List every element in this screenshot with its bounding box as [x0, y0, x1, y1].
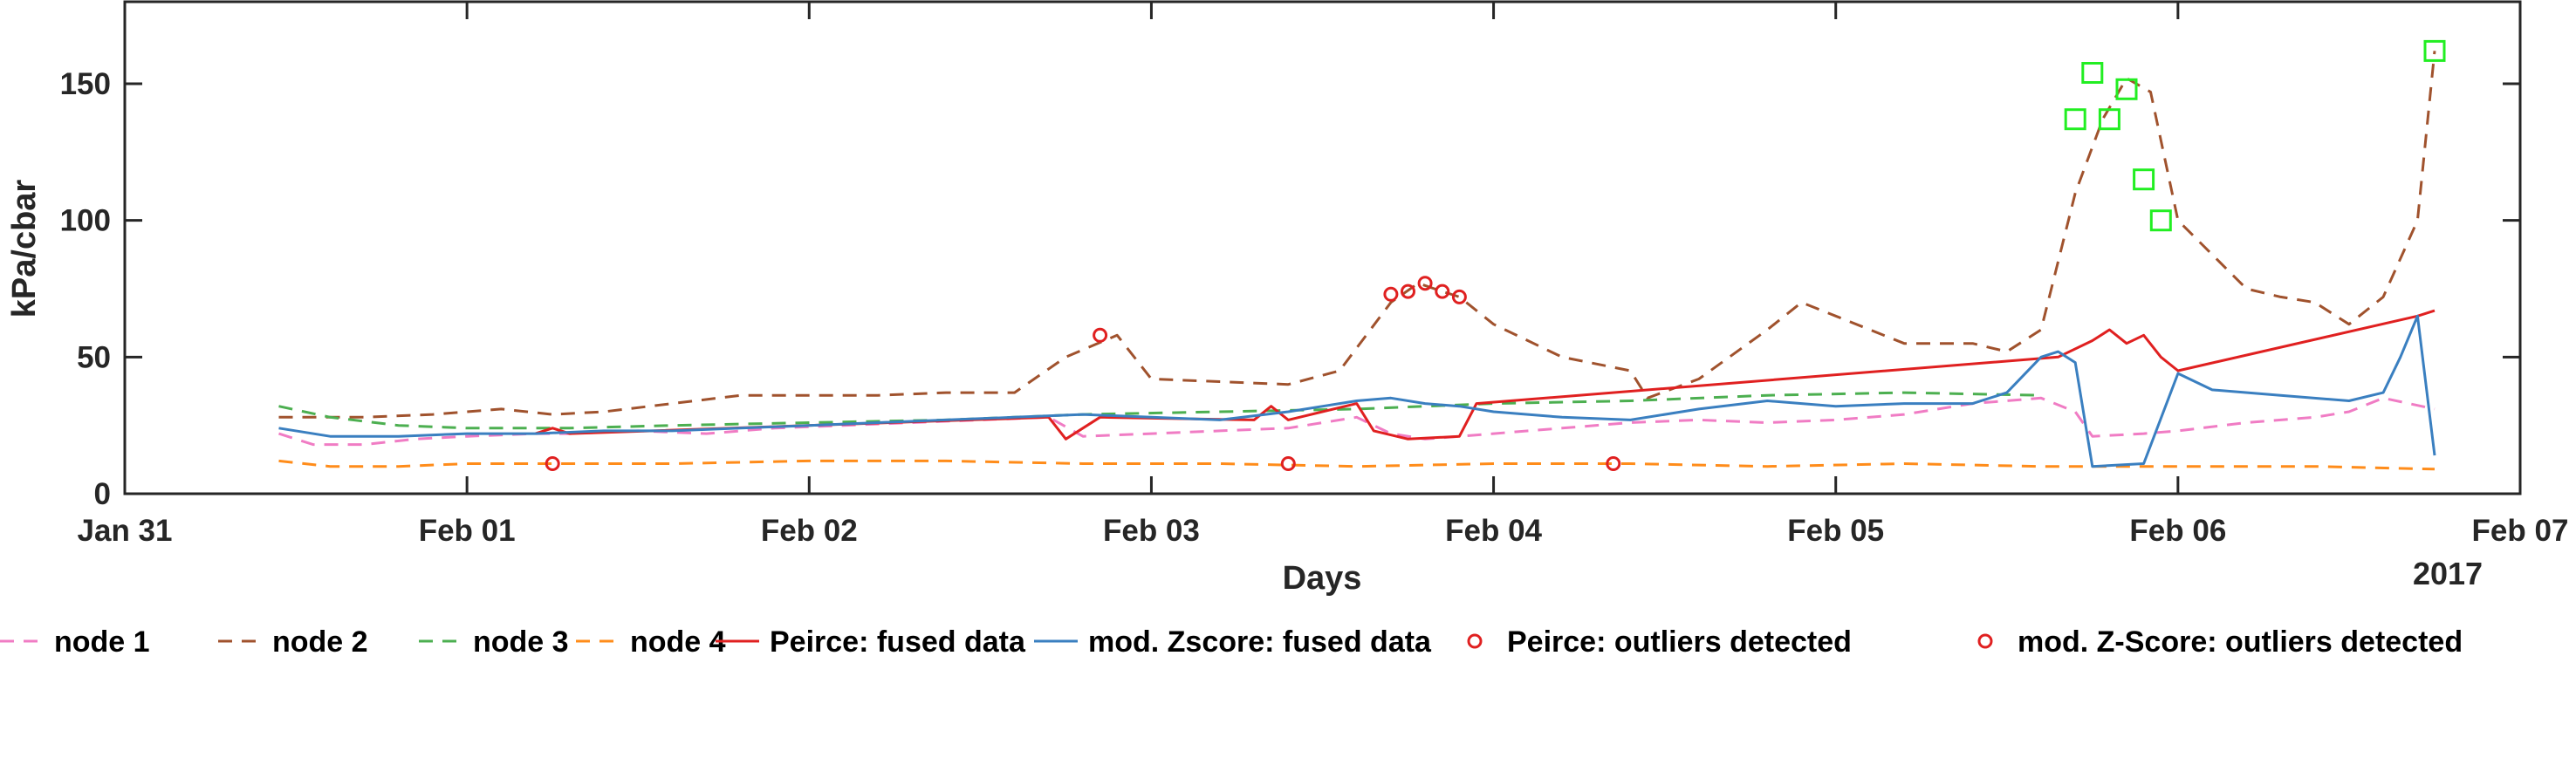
legend-label: Peirce: fused data — [770, 625, 1026, 659]
x-tick-label: Jan 31 — [78, 514, 173, 548]
zscore-outlier-point — [2149, 209, 2172, 232]
axis-ticks: Jan 31 Feb 01 Feb 02 Feb 03 Feb 04 Feb 05 Feb … — [60, 2, 2569, 548]
axes-box — [123, 0, 2522, 495]
zscore-outlier-point — [2133, 168, 2155, 191]
peirce-outlier-point — [1417, 276, 1433, 291]
peirce-outlier-point — [1435, 284, 1450, 299]
zscore-outlier-point — [2081, 62, 2104, 84]
legend: node 1 node 2 node 3 node 4 Peirce: fused da… — [0, 625, 2463, 659]
legend-swatch-outlier — [1977, 633, 1993, 649]
peirce-outlier-point — [1606, 456, 1621, 471]
legend-label: mod. Z-Score: outliers detected — [2018, 625, 2463, 659]
y-tick-label: 0 — [94, 477, 111, 511]
y-tick-label: 100 — [60, 204, 111, 238]
x-tick-label: Feb 05 — [1787, 514, 1884, 548]
x-tick-label: Feb 03 — [1103, 514, 1200, 548]
y-axis-label: kPa/cbar — [6, 180, 43, 318]
peirce-outlier-point — [1093, 327, 1108, 343]
zscore-outlier-point — [2064, 108, 2086, 131]
peirce-outlier-point — [1451, 289, 1467, 304]
series-line-zscore — [278, 314, 2436, 468]
zscore-outlier-point — [2098, 108, 2120, 131]
zscore-outlier-point — [2423, 39, 2446, 62]
zscore-outlier-point — [2115, 78, 2138, 100]
y-tick-label: 50 — [77, 340, 111, 374]
x-tick-label: Feb 07 — [2472, 514, 2569, 548]
series-line-node1 — [278, 396, 2436, 447]
peirce-outlier-point — [1401, 284, 1415, 299]
year-label: 2017 — [2413, 556, 2483, 591]
peirce-outlier-point — [1383, 286, 1399, 302]
legend-label: mod. Zscore: fused data — [1088, 625, 1432, 659]
x-tick-label: Feb 01 — [419, 514, 516, 548]
legend-label: node 2 — [272, 625, 368, 659]
legend-swatch-outlier — [1467, 633, 1483, 649]
x-tick-label: Feb 06 — [2129, 514, 2226, 548]
peirce-outlier-point — [1280, 456, 1296, 471]
series-line-node2 — [278, 51, 2436, 419]
legend-label: node 4 — [630, 625, 726, 659]
peirce-outlier-point — [545, 456, 560, 471]
legend-label: node 1 — [54, 625, 150, 659]
series-line-peirce — [535, 309, 2436, 441]
x-tick-label: Feb 04 — [1445, 514, 1542, 548]
legend-label: node 3 — [473, 625, 569, 659]
y-tick-label: 150 — [60, 67, 111, 101]
x-tick-label: Feb 02 — [761, 514, 858, 548]
legend-label: Peirce: outliers detected — [1507, 625, 1852, 659]
series-line-node4 — [278, 459, 2436, 471]
plot-area — [278, 39, 2446, 471]
x-axis-label: Days — [1283, 560, 1362, 597]
